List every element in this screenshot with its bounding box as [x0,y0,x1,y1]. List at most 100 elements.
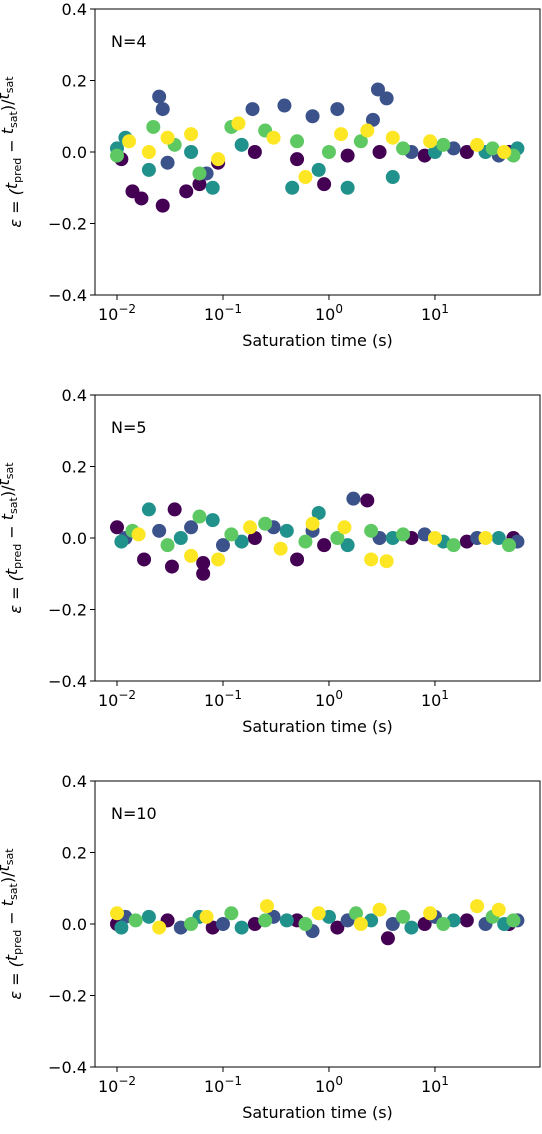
point [141,162,156,177]
point [311,505,326,520]
y-tick-label: 0.4 [62,386,87,405]
point [459,913,474,928]
point [160,538,175,553]
point [321,145,336,159]
point [184,548,199,563]
y-tick-label: −0.2 [48,215,87,234]
y-tick-label: 0.0 [62,143,87,162]
y-axis-label-part: t [2,568,21,575]
point [266,130,281,145]
x-tick-label: 10−1 [204,302,242,324]
point [245,102,260,117]
point [152,89,167,104]
point [290,134,305,149]
point [224,906,239,921]
point [330,102,345,117]
point [110,520,125,535]
point [152,920,167,935]
point [396,527,411,542]
y-axis-label: ε = (tpred − tsat)/tsat [0,848,25,1000]
point [385,170,400,185]
point [379,91,394,106]
y-axis-label-part: )/ [0,99,17,111]
x-tick-label: 100 [315,688,343,710]
y-axis-label-part: sat [7,110,20,127]
point [317,177,332,192]
point [290,152,305,167]
x-tick-label: 100 [315,302,343,324]
y-tick-label: 0.2 [62,844,87,863]
point [160,130,175,145]
point [128,913,143,928]
x-axis-label: Saturation time (s) [242,331,393,350]
point [179,184,194,199]
point [231,116,246,131]
point [134,191,149,206]
y-axis-label-part: pred [11,544,24,569]
point [146,119,161,134]
point [396,141,411,156]
point [423,906,438,921]
x-tick-label: 101 [421,688,449,710]
y-tick-label: 0.4 [62,0,87,19]
point [317,538,332,553]
point [364,523,379,538]
x-axis-label: Saturation time (s) [242,717,393,736]
point [491,902,506,917]
point [211,152,226,167]
point [337,520,352,535]
y-tick-label: 0.2 [62,72,87,91]
point [417,917,432,931]
point [298,534,313,549]
point [192,509,207,524]
y-axis-label-part: t [0,899,17,906]
y-axis-label-part: ε = ( [6,574,25,613]
point [114,920,129,935]
annotation: N=10 [111,804,157,823]
y-axis-label-part: ε = ( [6,960,25,999]
point [404,920,419,935]
point [372,145,387,159]
point [497,145,512,159]
point [258,516,273,531]
x-tick-label: 101 [421,302,449,324]
x-tick-label: 100 [315,1074,343,1096]
point [215,538,230,553]
point [340,180,355,195]
annotation: N=5 [111,418,147,437]
point [279,913,294,928]
point [478,531,493,545]
point [502,538,517,553]
point [234,920,249,935]
point [247,145,262,159]
y-axis-label-part: sat [3,462,16,479]
y-axis-label-part: pred [11,930,24,955]
point [365,112,380,127]
point [234,534,249,549]
point [192,166,207,181]
point [155,198,170,213]
x-tick-label: 10−2 [98,302,136,324]
point [506,913,521,928]
y-axis-label-part: − [2,134,21,158]
point [298,917,313,931]
point [330,531,345,545]
y-tick-label: 0.0 [62,529,87,548]
y-axis-label-part: t [2,954,21,961]
y-axis-label-part: t [0,513,17,520]
point [205,513,220,528]
point [370,82,385,97]
point [184,917,199,931]
point [290,552,305,567]
point [259,899,274,914]
point [184,520,199,535]
y-tick-label: 0.0 [62,915,87,934]
point [122,134,137,149]
y-tick-label: −0.2 [48,601,87,620]
annotation: N=4 [111,32,147,51]
point [215,917,230,931]
point [152,523,167,538]
point [360,493,375,508]
point [427,531,442,545]
point [173,531,188,545]
